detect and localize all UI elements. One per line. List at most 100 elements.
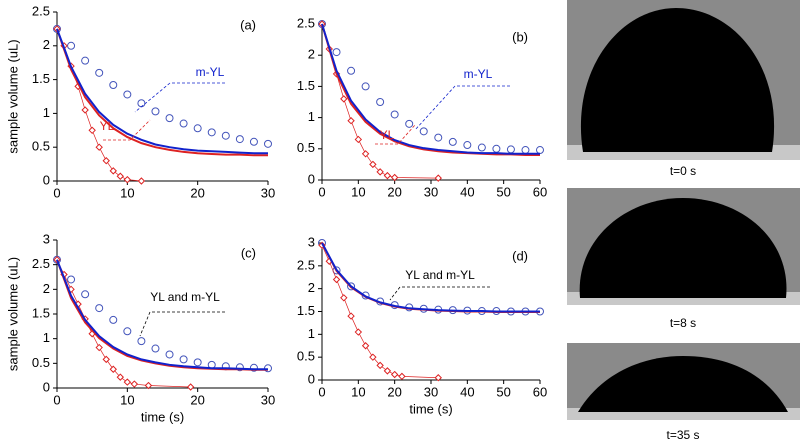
- x-tick-label: 30: [261, 185, 275, 200]
- data-point: [249, 363, 258, 372]
- y-tick-label: 3: [308, 234, 315, 249]
- droplet: [580, 8, 775, 152]
- data-point: [492, 144, 501, 153]
- image-caption: t=8 s: [670, 316, 696, 330]
- y-tick-label: 0: [43, 172, 50, 187]
- y-tick-label: 2: [308, 280, 315, 295]
- y-tick-label: 1.5: [297, 78, 315, 93]
- droplet-images: t=0 s t=8 s t=35 s: [567, 0, 800, 442]
- x-axis-label: time (s): [141, 409, 184, 424]
- x-tick-label: 10: [351, 384, 365, 399]
- x-tick-label: 30: [261, 392, 275, 407]
- y-tick-label: 0.5: [297, 140, 315, 155]
- y-axis-label: sample volume (uL): [5, 257, 20, 371]
- x-tick-label: 30: [424, 184, 438, 199]
- data-point: [235, 363, 244, 372]
- data-point: [109, 365, 117, 373]
- x-axis-label: time (s): [409, 401, 452, 416]
- data-point: [369, 353, 377, 361]
- model-line: [56, 28, 268, 157]
- data-point: [340, 95, 348, 103]
- data-point: [354, 328, 363, 336]
- x-tick-label: 20: [387, 184, 401, 199]
- annotation: YL: [380, 128, 395, 142]
- annotation: YL and m-YL: [405, 268, 475, 282]
- y-tick-label: 1: [43, 330, 50, 345]
- y-tick-label: 2.5: [297, 257, 315, 272]
- data-point: [123, 327, 132, 336]
- data-point: [88, 126, 96, 135]
- data-point: [144, 381, 153, 390]
- data-point: [123, 175, 132, 184]
- data-point: [123, 90, 132, 99]
- y-tick-label: 1.5: [32, 305, 50, 320]
- x-tick-label: 20: [190, 392, 204, 407]
- data-point: [434, 374, 442, 382]
- data-point: [249, 137, 258, 146]
- data-point: [165, 350, 174, 359]
- data-point: [390, 173, 399, 182]
- data-point: [151, 107, 160, 116]
- x-tick-label: 10: [120, 392, 134, 407]
- annotation-leader: [103, 119, 151, 141]
- data-point: [193, 124, 202, 133]
- data-point: [102, 157, 110, 165]
- y-tick-label: 2: [308, 47, 315, 62]
- data-point: [95, 143, 103, 151]
- x-tick-label: 0: [53, 392, 60, 407]
- data-point: [434, 133, 443, 142]
- y-tick-label: 2.5: [32, 3, 50, 18]
- y-tick-label: 1: [43, 105, 50, 120]
- x-tick-label: 40: [460, 384, 474, 399]
- data-point: [109, 315, 118, 324]
- panel-label: (c): [241, 245, 256, 260]
- annotation-leader: [139, 311, 225, 337]
- annotation-leader: [375, 124, 416, 145]
- x-tick-label: 40: [460, 184, 474, 199]
- data-point: [354, 135, 363, 144]
- data-point: [193, 358, 202, 367]
- data-point: [130, 380, 139, 388]
- data-point: [340, 294, 348, 302]
- y-tick-label: 2: [43, 281, 50, 296]
- y-tick-label: 0: [308, 371, 315, 386]
- data-point: [477, 143, 486, 152]
- droplet: [578, 356, 788, 412]
- data-point: [95, 343, 103, 352]
- y-tick-label: 2.5: [297, 15, 315, 30]
- data-point: [398, 372, 406, 381]
- y-axis-label: sample volume (uL): [5, 39, 20, 153]
- annotation-leader: [389, 286, 490, 301]
- x-tick-label: 0: [318, 384, 325, 399]
- annotation-leader: [134, 82, 225, 113]
- data-point: [383, 367, 392, 375]
- y-tick-label: 2.5: [32, 256, 50, 271]
- data-point: [361, 342, 370, 350]
- y-tick-label: 0.5: [297, 349, 315, 364]
- data-point: [376, 361, 384, 370]
- connector-line: [56, 259, 191, 388]
- annotation: YL: [100, 119, 115, 133]
- x-tick-label: 10: [120, 185, 134, 200]
- x-tick-label: 30: [424, 384, 438, 399]
- data-point: [137, 337, 146, 346]
- panel-label: (b): [512, 29, 528, 44]
- data-point: [390, 110, 399, 119]
- image-caption: t=35 s: [666, 428, 699, 442]
- data-point: [81, 106, 89, 114]
- data-point: [137, 99, 146, 108]
- data-point: [361, 150, 370, 158]
- connector-line: [321, 23, 439, 179]
- data-point: [95, 68, 104, 77]
- data-point: [369, 160, 377, 169]
- data-point: [419, 127, 428, 136]
- data-point: [116, 172, 125, 180]
- data-point: [405, 119, 414, 128]
- data-point: [109, 81, 118, 90]
- x-tick-label: 0: [318, 184, 325, 199]
- x-tick-label: 20: [190, 185, 204, 200]
- x-tick-label: 20: [387, 384, 401, 399]
- data-point: [347, 66, 356, 75]
- data-point: [434, 174, 442, 182]
